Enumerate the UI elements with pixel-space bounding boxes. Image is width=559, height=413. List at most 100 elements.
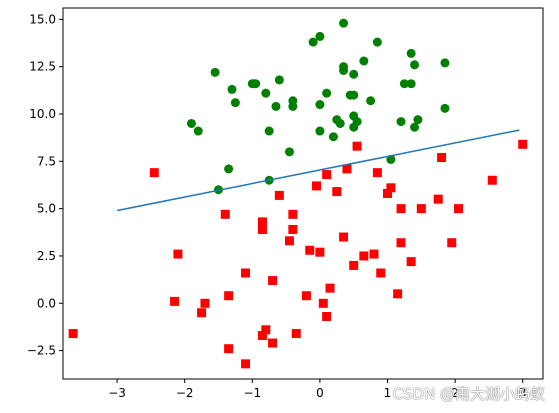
green-circle-point <box>284 147 294 157</box>
green-circle-point <box>396 117 406 127</box>
green-circle-point <box>308 37 318 47</box>
red-square-point <box>224 291 234 301</box>
green-circle-point <box>349 90 359 100</box>
green-circle-point <box>271 101 281 111</box>
red-square-point <box>518 139 528 149</box>
red-square-point <box>68 329 78 339</box>
green-circle-point <box>339 18 349 28</box>
red-square-point <box>487 175 497 185</box>
red-square-point <box>318 298 328 308</box>
red-square-point <box>284 236 294 246</box>
green-circle-point <box>386 154 396 164</box>
x-tick-label: 2 <box>451 386 459 400</box>
green-circle-point <box>413 115 423 125</box>
green-circle-point <box>186 118 196 128</box>
red-square-point <box>170 296 180 306</box>
green-circle-point <box>224 164 234 174</box>
red-square-point <box>372 168 382 178</box>
red-square-point <box>200 298 210 308</box>
red-square-point <box>322 312 332 322</box>
green-circle-point <box>399 79 409 89</box>
red-square-point <box>305 245 315 255</box>
red-square-point <box>339 232 349 242</box>
red-square-point <box>396 238 406 248</box>
green-circle-point <box>230 98 240 108</box>
green-circle-point <box>440 58 450 68</box>
x-axis-ticks: −3 −2 −1 0 1 2 3 <box>108 379 527 400</box>
red-square-point <box>268 276 278 286</box>
x-tick-label: −3 <box>108 386 126 400</box>
y-axis-ticks: −2.5 0.0 2.5 5.0 7.5 10.0 12.5 15.0 <box>27 12 63 358</box>
red-square-point <box>197 308 207 318</box>
red-square-point <box>312 181 322 191</box>
red-square-point <box>393 289 403 299</box>
red-square-point <box>386 183 396 193</box>
green-circle-point <box>406 79 416 89</box>
red-square-point <box>315 247 325 257</box>
y-tick-label: 0.0 <box>37 296 56 310</box>
y-tick-label: 12.5 <box>29 60 56 74</box>
red-square-point <box>301 291 311 301</box>
green-circle-point <box>328 132 338 142</box>
green-circle-point <box>210 67 220 77</box>
green-circle-point <box>315 100 325 110</box>
red-square-point <box>257 217 267 227</box>
green-circle-point <box>372 37 382 47</box>
x-tick-label: −2 <box>176 386 194 400</box>
red-square-point <box>342 164 352 174</box>
y-tick-label: 2.5 <box>37 249 56 263</box>
y-tick-label: −2.5 <box>27 344 56 358</box>
green-circle-point <box>359 56 369 66</box>
y-tick-label: 5.0 <box>37 202 56 216</box>
red-square-point <box>268 338 278 348</box>
green-circle-point <box>274 75 284 85</box>
green-circle-point <box>315 31 325 41</box>
green-circle-point <box>440 103 450 113</box>
green-circle-point <box>349 122 359 132</box>
decision-line <box>116 129 520 212</box>
red-square-point <box>359 251 369 261</box>
x-tick-label: 1 <box>384 386 392 400</box>
red-square-point <box>332 187 342 197</box>
green-circle-point <box>335 118 345 128</box>
green-circle-point <box>315 126 325 136</box>
x-tick-label: 3 <box>519 386 527 400</box>
red-square-point <box>224 344 234 354</box>
green-circle-point <box>349 69 359 79</box>
red-square-point <box>257 330 267 340</box>
green-circle-point <box>227 84 237 94</box>
green-circle-point <box>288 101 298 111</box>
watermark-text: CSDN @南大湖小蚂蚁 <box>392 385 545 403</box>
green-circle-point <box>406 48 416 58</box>
green-circle-point <box>366 96 376 106</box>
red-square-point <box>447 238 457 248</box>
plot-frame <box>62 7 544 380</box>
red-square-point <box>383 189 393 198</box>
red-square-point <box>352 141 362 151</box>
data-series <box>68 18 528 369</box>
red-square-point <box>257 224 267 234</box>
x-tick-label: 0 <box>316 386 324 400</box>
y-tick-label: 15.0 <box>29 12 56 26</box>
y-tick-label: 10.0 <box>29 107 56 121</box>
red-square-point <box>325 283 335 293</box>
red-square-point <box>274 190 284 200</box>
red-square-point <box>173 249 183 259</box>
red-square-point <box>149 168 159 178</box>
red-square-point <box>220 209 230 219</box>
green-circle-point <box>261 88 271 98</box>
red-square-point <box>288 224 298 234</box>
green-circle-point <box>339 62 349 72</box>
red-square-point <box>291 329 301 339</box>
red-square-point <box>288 209 298 219</box>
green-circle-point <box>410 60 420 70</box>
green-circle-point <box>410 122 420 132</box>
y-tick-label: 7.5 <box>37 154 56 168</box>
green-circle-point <box>193 126 203 136</box>
red-square-point <box>322 170 332 180</box>
red-square-point <box>396 204 406 214</box>
red-square-point <box>453 204 463 214</box>
red-square-point <box>241 268 251 278</box>
green-circle-point <box>251 79 261 89</box>
